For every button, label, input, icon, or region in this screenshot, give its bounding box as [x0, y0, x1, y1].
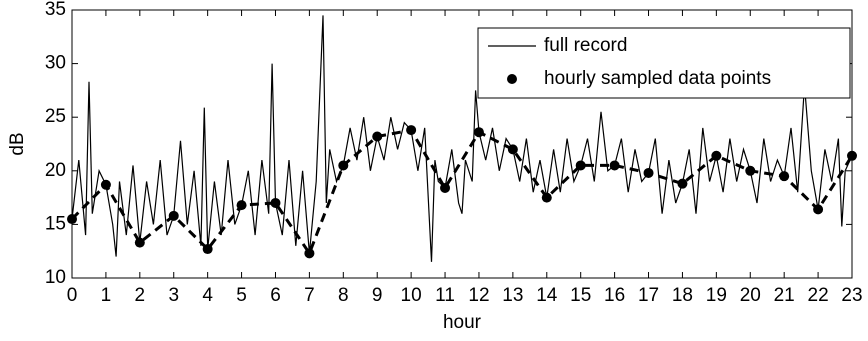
x-tick-label: 1	[101, 285, 112, 306]
data-point	[100, 179, 111, 190]
y-axis-label: dB	[7, 132, 28, 155]
y-tick-label: 30	[45, 53, 66, 74]
x-tick-label: 22	[808, 285, 829, 306]
data-point	[541, 192, 552, 203]
x-tick-label: 12	[468, 285, 489, 306]
data-point	[473, 127, 484, 138]
data-point	[440, 182, 451, 193]
data-point	[507, 144, 518, 155]
series-line	[70, 128, 854, 257]
series-line	[71, 15, 853, 262]
y-tick-label: 20	[45, 160, 66, 181]
data-point	[847, 150, 857, 161]
legend-label: full record	[544, 35, 627, 56]
data-point	[168, 210, 179, 221]
data-point	[575, 160, 586, 171]
x-tick-label: 6	[270, 285, 281, 306]
data-point	[338, 160, 349, 171]
data-point	[134, 237, 145, 248]
x-tick-label: 3	[168, 285, 179, 306]
x-tick-label: 8	[338, 285, 349, 306]
data-point	[202, 244, 213, 255]
legend-box	[477, 27, 851, 99]
data-point	[813, 204, 824, 215]
data-point	[270, 197, 281, 208]
x-tick-label: 0	[67, 285, 78, 306]
data-point	[304, 248, 315, 259]
data-point	[406, 125, 417, 136]
y-tick-label: 35	[45, 0, 66, 20]
x-tick-label: 18	[672, 285, 693, 306]
data-point	[677, 178, 688, 189]
y-tick-label: 10	[45, 267, 66, 288]
x-tick-label: 16	[604, 285, 625, 306]
x-tick-label: 4	[202, 285, 213, 306]
data-point	[67, 214, 77, 225]
data-point	[609, 160, 620, 171]
x-tick-label: 9	[372, 285, 383, 306]
x-tick-label: 15	[570, 285, 591, 306]
x-tick-label: 10	[401, 285, 422, 306]
x-tick-label: 14	[536, 285, 558, 306]
x-tick-label: 19	[706, 285, 727, 306]
data-point	[745, 165, 756, 176]
x-tick-label: 5	[236, 285, 247, 306]
x-tick-label: 7	[304, 285, 315, 306]
x-tick-label: 21	[774, 285, 795, 306]
x-tick-label: 20	[740, 285, 761, 306]
data-point	[372, 131, 383, 142]
data-point	[236, 200, 247, 211]
data-point	[711, 150, 722, 161]
x-tick-label: 17	[638, 285, 659, 306]
x-tick-label: 23	[841, 285, 862, 306]
x-axis-label: hour	[443, 312, 482, 333]
y-tick-label: 25	[45, 106, 66, 127]
x-tick-label: 11	[435, 285, 455, 306]
x-tick-label: 13	[502, 285, 523, 306]
x-tick-label: 2	[135, 285, 146, 306]
legend-label: hourly sampled data points	[544, 68, 771, 89]
data-point	[643, 167, 654, 178]
data-point	[779, 171, 790, 182]
legend-marker	[507, 74, 517, 84]
y-tick-label: 15	[45, 213, 66, 234]
